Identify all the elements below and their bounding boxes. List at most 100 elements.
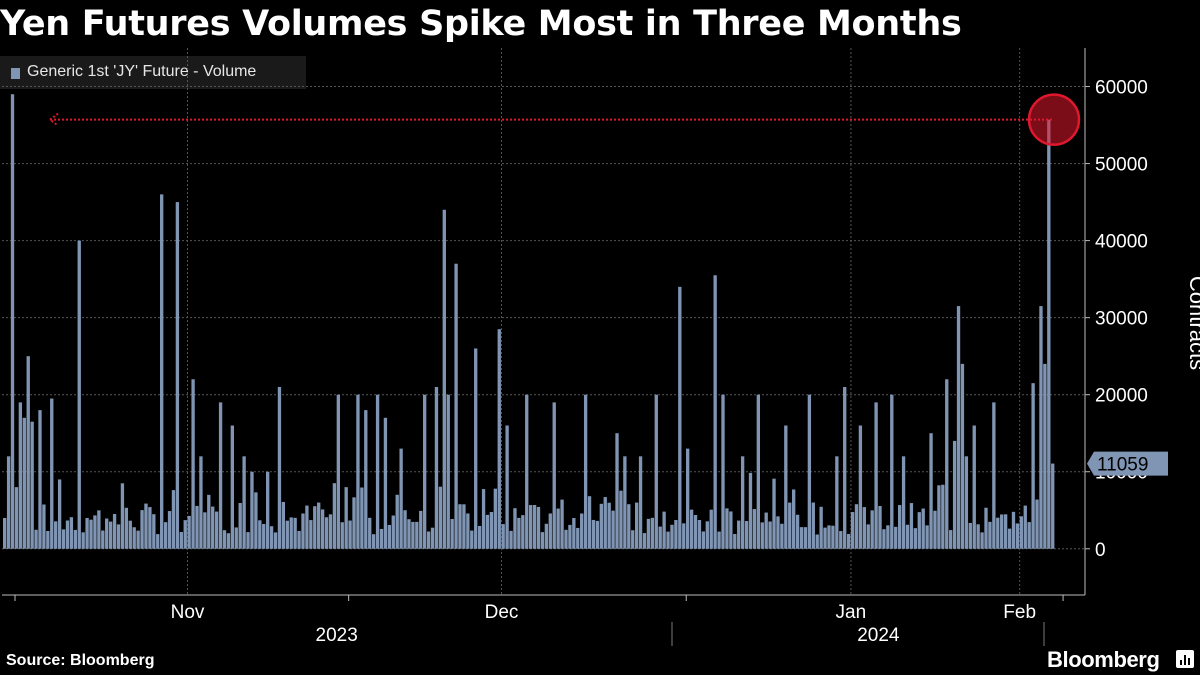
volume-bar [57,479,62,549]
volume-bar [324,517,329,549]
volume-bar [30,421,34,549]
volume-bar [737,520,741,549]
volume-bar [764,512,768,549]
volume-bar [50,398,54,549]
volume-bar [693,515,698,549]
volume-bar [697,520,702,549]
volume-bar [38,410,42,549]
volume-bar [485,514,490,549]
volume-bar [203,512,207,549]
volume-bar [46,531,50,549]
volume-bar [996,517,1000,549]
volume-bar [744,521,749,549]
volume-bar [344,487,348,549]
volume-bar [187,515,191,549]
legend-label: Generic 1st 'JY' Future - Volume [27,63,257,80]
volume-bar [148,507,152,549]
volume-bar [54,521,58,549]
volume-bar [964,456,969,549]
volume-bar [544,523,549,549]
volume-bar [199,456,203,549]
volume-bar [250,471,254,549]
volume-bar [803,527,808,549]
volume-bar [780,523,784,549]
volume-bar [1015,523,1020,549]
volume-bar [430,527,435,549]
volume-bar [81,532,85,549]
volume-bar [843,386,847,549]
volume-bar [1051,463,1055,549]
volume-bar [3,517,7,549]
volume-bar [320,509,325,549]
volume-bar [992,402,996,549]
volume-bar [442,209,446,549]
x-tick-label: Jan [836,602,867,623]
volume-bar [611,510,615,549]
volume-bar [289,517,293,549]
volume-bar [839,531,843,549]
volume-bar [108,521,113,549]
volume-bar [929,433,933,549]
volume-bar [682,523,686,549]
volume-bar [819,506,823,549]
volume-bar [497,329,501,549]
volume-bar [642,533,647,549]
volume-bar [984,507,988,549]
volume-bar [281,501,286,549]
volume-bar [556,508,560,549]
volume-bar [489,512,494,549]
volume-bar [434,386,439,549]
volume-bar [152,514,156,549]
volume-bar [112,513,117,549]
bloomberg-chart-icon [1176,650,1194,668]
volume-bar [234,527,238,549]
volume-bar [925,525,929,549]
volume-bar [560,499,564,549]
volume-bar [1011,511,1016,549]
y-tick-label: 0 [1095,540,1106,561]
volume-bar [501,524,505,549]
volume-bar [85,517,89,549]
volume-bar [305,505,309,549]
volume-bar [513,508,517,549]
volume-bar [61,529,66,549]
volume-bar [69,517,74,549]
volume-bar [882,529,886,549]
legend-swatch [11,68,20,79]
volume-bar [752,509,757,549]
x-tick-label: Dec [485,602,519,623]
volume-bar [419,510,423,549]
volume-bar [77,240,81,549]
volume-bar [242,456,246,549]
volume-bar [360,487,364,549]
volume-bar [207,494,211,549]
volume-bar [945,379,949,549]
volume-bar [717,531,721,549]
volume-bar [144,503,148,549]
source-note: Source: Bloomberg [6,652,155,669]
volume-bar [615,433,619,549]
volume-bar [42,504,46,549]
volume-bar [525,394,529,549]
volume-bar [854,504,859,549]
volume-bar [662,511,666,549]
volume-bar [674,520,678,549]
x-tick-label: Nov [171,602,205,623]
volume-bar [886,525,890,549]
volume-bar [784,425,788,549]
volume-bar [65,520,70,549]
volume-bar [587,496,592,549]
volume-bar [1019,516,1023,549]
volume-bar [340,522,344,549]
volume-bar [426,531,431,549]
y-tick-label: 60000 [1095,78,1148,99]
volume-bar [238,502,242,549]
volume-bar [163,522,168,549]
volume-bar [627,504,631,549]
volume-bar [171,490,176,549]
volume-bar [937,485,941,549]
volume-bar [136,530,140,549]
volume-bar [811,502,815,549]
volume-bar [493,488,497,549]
volume-bar [972,425,976,549]
